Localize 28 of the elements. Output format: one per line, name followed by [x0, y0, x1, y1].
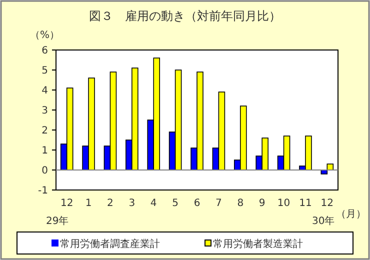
x-tick-label: 12 — [60, 198, 74, 209]
chart-title: 図３ 雇用の動き（対前年同月比） — [89, 9, 281, 23]
y-tick-label: 6 — [42, 46, 48, 56]
legend-label: 常用労働者調査産業計 — [60, 238, 160, 250]
x-tick-label: 2 — [107, 198, 114, 209]
x-tick-label: 3 — [128, 198, 136, 209]
x-axis-title: （月） — [336, 209, 366, 220]
x-tick-label: 4 — [150, 198, 157, 209]
x-tick-label: 11 — [299, 198, 312, 209]
x-tick-label: 12 — [320, 198, 334, 209]
text: 29年 — [46, 215, 69, 227]
x-tick-label: 1 — [85, 198, 92, 209]
y-tick-label: 2 — [42, 126, 48, 136]
y-tick-label: 3 — [42, 106, 48, 116]
y-tick-label: -1 — [38, 186, 48, 196]
x-tick-label: 6 — [194, 198, 200, 209]
y-tick-label: 0 — [42, 166, 48, 176]
x-tick-label: 5 — [172, 198, 178, 209]
y-tick-label: 5 — [42, 66, 48, 76]
y-tick-label: 4 — [42, 86, 48, 96]
text: 30年 — [312, 215, 335, 227]
y-axis-title: （%） — [30, 30, 60, 41]
x-tick-label: 7 — [216, 198, 222, 209]
y-tick-label: 1 — [42, 146, 48, 156]
legend-label: 常用労働者製造業計 — [213, 238, 303, 250]
x-tick-label: 9 — [258, 198, 266, 209]
x-tick-label: 8 — [237, 198, 244, 209]
x-tick-label: 10 — [277, 198, 290, 209]
